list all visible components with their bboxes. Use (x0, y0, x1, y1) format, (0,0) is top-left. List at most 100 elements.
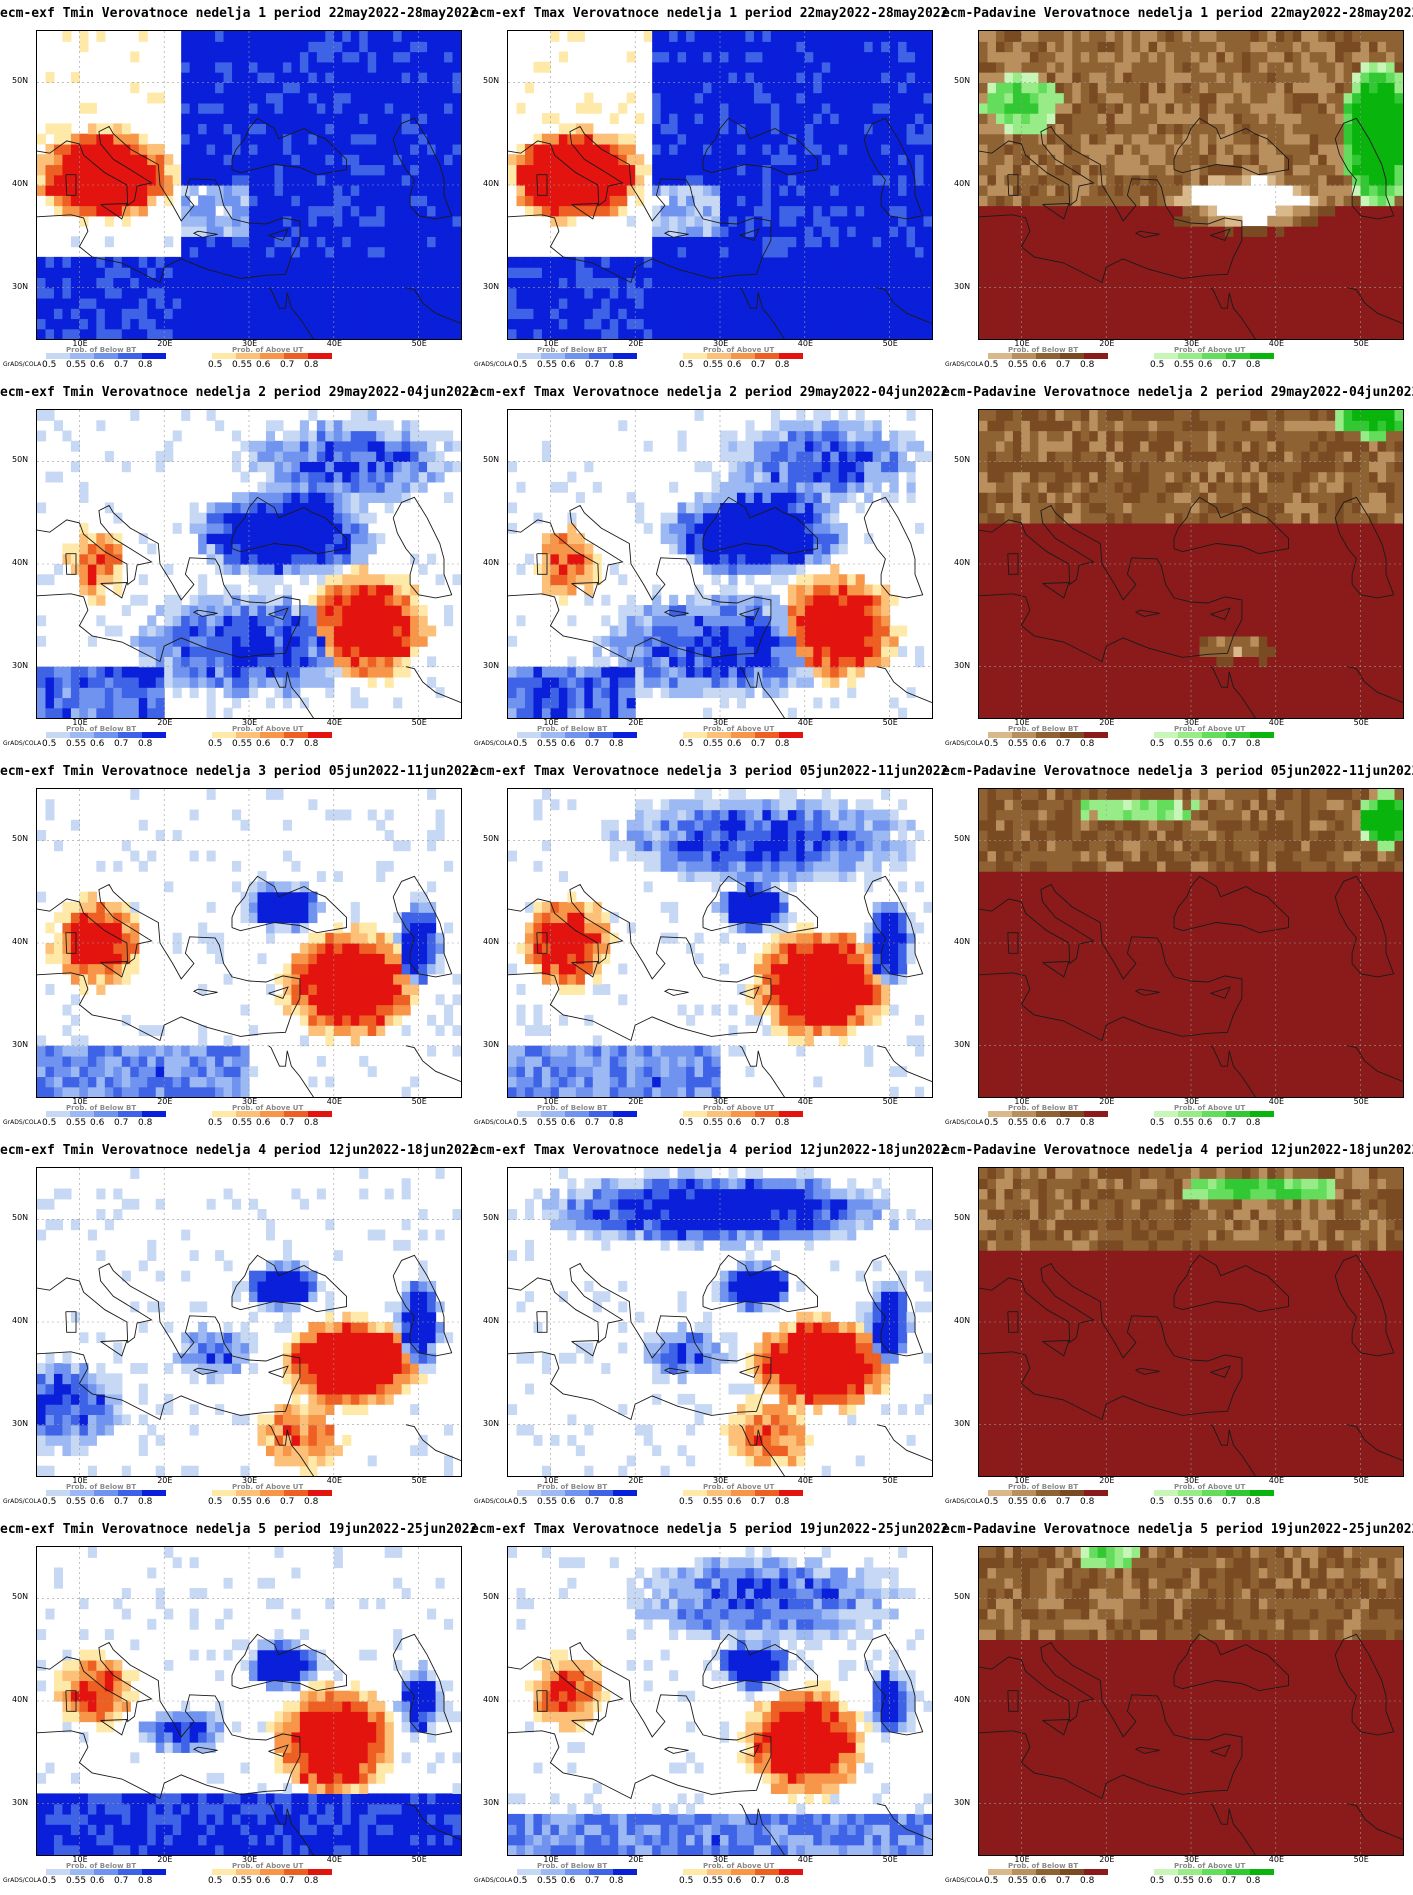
field-cell (995, 236, 1006, 248)
field-cell (376, 61, 386, 73)
field-cell (435, 185, 445, 196)
field-cell (1207, 72, 1218, 83)
field-cell (104, 174, 114, 186)
field-cell (87, 308, 97, 320)
field-cell (1080, 123, 1090, 135)
field-cell (1106, 185, 1116, 196)
field-cell (376, 666, 386, 678)
field-cell (333, 287, 343, 299)
field-cell (753, 31, 763, 42)
field-cell (1318, 277, 1328, 289)
field-cell (1165, 318, 1175, 330)
field-cell (265, 318, 276, 330)
field-cell (410, 328, 420, 339)
field-cell (995, 297, 1006, 309)
field-cell (1241, 297, 1251, 309)
field-cell (1038, 277, 1048, 289)
field-cell (147, 174, 157, 186)
field-cell (367, 481, 377, 493)
field-cell (87, 687, 97, 699)
field-cell (316, 440, 326, 452)
coastline (1210, 228, 1231, 241)
field-cell (418, 164, 428, 176)
field-cell (804, 72, 814, 83)
field-cell (70, 205, 80, 217)
field-cell (575, 164, 585, 176)
field-cell (265, 625, 276, 637)
field-cell (584, 92, 594, 104)
field-cell (223, 102, 233, 114)
field-cell (223, 605, 233, 616)
field-cell (70, 440, 80, 452)
field-cell (240, 635, 250, 647)
field-cell (1174, 287, 1184, 299)
field-cell (249, 195, 259, 207)
field-cell (452, 154, 461, 166)
field-cell (1335, 92, 1345, 104)
field-cell (274, 522, 284, 534)
field-cell (669, 82, 679, 94)
field-cell (282, 543, 292, 555)
field-cell (393, 215, 403, 227)
field-cell (155, 451, 165, 462)
field-cell (787, 236, 797, 248)
field-cell (541, 297, 551, 309)
field-cell (711, 308, 721, 320)
field-cell (753, 308, 763, 320)
field-cell (359, 512, 369, 524)
field-cell (410, 420, 420, 432)
field-cell (189, 625, 199, 637)
field-cell (359, 256, 369, 268)
field-cell (652, 226, 662, 237)
field-cell (1369, 154, 1379, 166)
field-cell (274, 420, 284, 432)
field-cell (1123, 41, 1133, 53)
field-cell (838, 297, 848, 309)
field-cell (1309, 328, 1319, 339)
field-cell (350, 410, 360, 421)
forecast-panel-tmax-week-1: ecm-exf Tmax Verovatnoce nedelja 1 perio… (471, 0, 948, 379)
field-cell (181, 605, 191, 616)
field-cell (592, 205, 602, 217)
field-cell (1233, 174, 1243, 186)
colorbar-level-label: 0.6 (727, 360, 742, 370)
field-cell (1038, 246, 1048, 258)
field-cell (155, 143, 165, 155)
field-cell (1029, 82, 1039, 94)
field-cell (316, 123, 326, 135)
field-cell (1004, 143, 1014, 155)
field-cell (1199, 328, 1209, 339)
field-cell (70, 564, 80, 575)
field-cell (1165, 287, 1175, 299)
field-cell (164, 277, 174, 289)
field-cell (1258, 328, 1268, 339)
field-cell (804, 143, 814, 155)
field-cell (172, 656, 182, 668)
field-cell (1318, 174, 1328, 186)
field-cell (804, 256, 814, 268)
field-cell (384, 174, 394, 186)
field-cell (282, 502, 292, 514)
field-cell (1080, 195, 1090, 207)
field-cell (1055, 41, 1065, 53)
field-cell (138, 308, 148, 320)
field-cell (609, 113, 619, 124)
field-cell (567, 297, 577, 309)
field-cell (770, 297, 780, 309)
field-cell (189, 164, 199, 176)
field-cell (1029, 297, 1039, 309)
field-cell (770, 236, 780, 248)
field-cell (541, 256, 551, 268)
field-cell (240, 543, 250, 555)
field-cell (155, 308, 165, 320)
field-cell (898, 143, 908, 155)
field-cell (979, 226, 989, 237)
field-cell (881, 102, 891, 114)
field-cell (274, 246, 284, 258)
field-cell (164, 236, 174, 248)
field-cell (872, 123, 882, 135)
field-cell (889, 215, 899, 227)
field-cell (316, 102, 326, 114)
field-cell (282, 51, 292, 63)
field-cell (787, 72, 797, 83)
